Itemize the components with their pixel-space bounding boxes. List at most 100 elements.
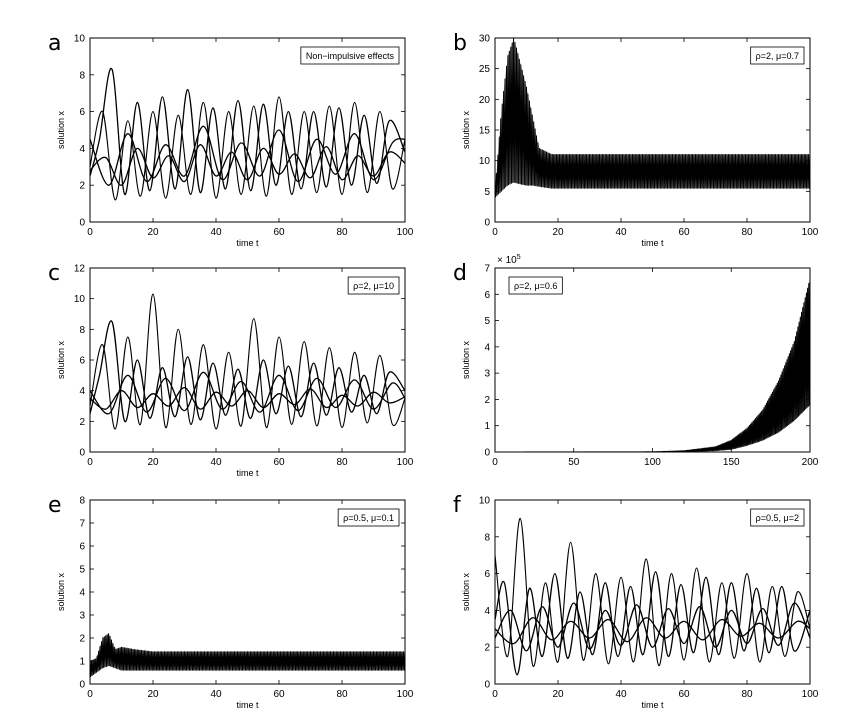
y-tick-label: 25 — [479, 64, 491, 75]
x-axis-label: time t — [236, 468, 259, 478]
x-tick-label: 40 — [210, 689, 222, 700]
y-tick-label: 2 — [484, 395, 490, 406]
x-tick-label: 20 — [147, 227, 159, 238]
y-tick-label: 4 — [484, 342, 490, 353]
y-tick-label: 10 — [479, 156, 491, 167]
y-tick-label: 0 — [79, 218, 85, 229]
legend-text: ρ=2, μ=10 — [353, 281, 394, 291]
series-line-2 — [90, 125, 405, 186]
series-line-2 — [90, 371, 405, 415]
x-tick-label: 0 — [492, 227, 498, 238]
plot-frame — [89, 37, 406, 223]
panel-letter: e — [48, 493, 62, 518]
panel-letter: d — [453, 261, 467, 286]
x-tick-label: 20 — [552, 227, 564, 238]
y-tick-label: 1 — [484, 421, 490, 432]
y-tick-label: 2 — [484, 643, 490, 654]
legend: ρ=2, μ=0.6 — [508, 276, 563, 295]
y-tick-label: 4 — [79, 386, 85, 397]
x-tick-label: 20 — [552, 689, 564, 700]
y-tick-label: 7 — [79, 519, 85, 530]
legend: ρ=0.5, μ=0.1 — [337, 508, 400, 527]
series-group — [90, 293, 405, 430]
panel-c: c 0 20 40 60 80 100 0 2 4 6 8 10 12 time t solution x ρ=… — [48, 261, 414, 478]
x-tick-label: 60 — [273, 689, 285, 700]
series-group — [495, 38, 810, 198]
series-line-1 — [495, 571, 810, 676]
x-tick-label: 80 — [741, 227, 753, 238]
series-group — [90, 633, 405, 678]
panel-e: e 0 20 40 60 80 100 0 1 2 3 4 5 6 7 8 time t solution x ρ=… — [48, 493, 414, 710]
y-tick-label: 3 — [79, 611, 85, 622]
x-tick-label: 200 — [802, 457, 819, 468]
y-tick-label: 6 — [484, 569, 490, 580]
y-multiplier: × 105 — [497, 254, 521, 266]
y-axis-label: solution x — [461, 572, 471, 611]
y-tick-label: 10 — [74, 294, 86, 305]
panel-f: f 0 20 40 60 80 100 0 2 4 6 8 10 time t solution x ρ=0.… — [453, 493, 819, 710]
series-line-0 — [495, 38, 810, 198]
legend: ρ=2, μ=0.7 — [750, 46, 805, 65]
y-tick-label: 7 — [484, 264, 490, 275]
x-tick-label: 40 — [615, 227, 627, 238]
x-axis-label: time t — [236, 238, 259, 248]
legend: ρ=0.5, μ=2 — [750, 508, 805, 527]
panel-a: a 0 20 40 60 80 100 0 2 4 6 8 10 time t solution x Non−… — [48, 31, 414, 248]
y-tick-label: 15 — [479, 126, 491, 137]
y-tick-label: 8 — [79, 496, 85, 507]
x-tick-label: 20 — [147, 689, 159, 700]
series-group — [495, 517, 810, 676]
x-tick-label: 100 — [397, 227, 414, 238]
y-tick-label: 1 — [79, 657, 85, 668]
y-tick-label: 8 — [484, 532, 490, 543]
x-tick-label: 50 — [568, 457, 580, 468]
series-line-3 — [90, 144, 405, 186]
plot-frame — [494, 499, 811, 685]
series-line-1 — [90, 67, 405, 196]
x-tick-label: 0 — [87, 227, 93, 238]
legend-text: ρ=0.5, μ=2 — [756, 513, 799, 523]
x-tick-label: 40 — [210, 457, 222, 468]
series-group — [495, 278, 810, 452]
y-tick-label: 10 — [479, 496, 491, 507]
legend: Non−impulsive effects — [300, 46, 400, 65]
x-tick-label: 60 — [678, 689, 690, 700]
x-tick-label: 60 — [273, 457, 285, 468]
y-tick-label: 4 — [484, 606, 490, 617]
series-line-0 — [495, 278, 810, 452]
x-tick-label: 0 — [492, 457, 498, 468]
y-axis-label: solution x — [56, 340, 66, 379]
legend-text: ρ=2, μ=0.6 — [514, 281, 557, 291]
x-tick-label: 80 — [336, 689, 348, 700]
y-tick-label: 6 — [79, 542, 85, 553]
x-tick-label: 40 — [210, 227, 222, 238]
x-tick-label: 80 — [336, 227, 348, 238]
y-tick-label: 20 — [479, 95, 491, 106]
y-multiplier-exp: 5 — [517, 254, 521, 261]
y-tick-label: 0 — [79, 680, 85, 691]
y-tick-label: 8 — [79, 70, 85, 81]
series-group — [90, 67, 405, 201]
y-tick-label: 0 — [484, 680, 490, 691]
y-tick-label: 0 — [484, 448, 490, 459]
panel-letter: b — [453, 31, 467, 56]
series-line-0 — [90, 293, 405, 430]
y-tick-label: 10 — [74, 34, 86, 45]
y-tick-label: 2 — [79, 417, 85, 428]
x-tick-label: 80 — [336, 457, 348, 468]
x-tick-label: 100 — [397, 689, 414, 700]
x-tick-label: 100 — [802, 227, 819, 238]
series-line-0 — [495, 517, 810, 667]
y-tick-label: 3 — [484, 369, 490, 380]
x-tick-label: 20 — [147, 457, 159, 468]
y-tick-label: 0 — [484, 218, 490, 229]
panel-letter: f — [453, 493, 462, 518]
legend-text: ρ=2, μ=0.7 — [756, 51, 799, 61]
series-line-2 — [495, 602, 810, 652]
x-tick-label: 0 — [87, 689, 93, 700]
x-tick-label: 150 — [723, 457, 740, 468]
y-tick-label: 8 — [79, 325, 85, 336]
y-axis-label: solution x — [461, 110, 471, 149]
y-tick-label: 4 — [79, 588, 85, 599]
